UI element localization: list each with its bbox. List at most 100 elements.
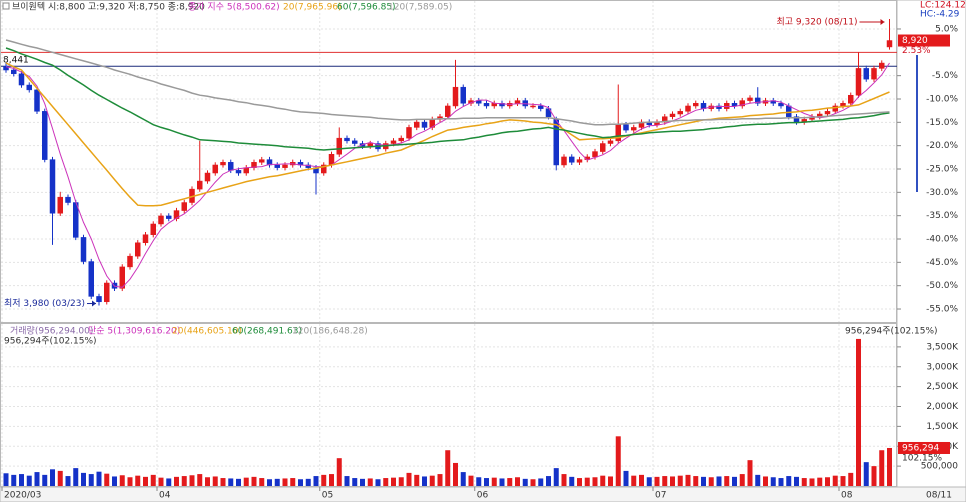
volume-bar [460,472,466,486]
candle-body [3,65,9,71]
annotation-arrowhead [880,19,885,26]
volume-bar [65,476,71,486]
volume-legend-entry: 거래량(956,294.00) [10,325,93,337]
volume-bar [290,478,296,486]
volume-bar [19,474,24,486]
reference-label: 8,441 [3,56,29,66]
volume-bar [778,478,784,486]
volume-bar [429,475,435,486]
candle-body [592,151,598,158]
volume-bar [832,475,838,486]
volume-bar [42,474,48,486]
candle-body [483,103,490,107]
last-volume-label: 956,294 [902,443,939,453]
volume-bar [763,476,768,486]
volume-bar [685,474,691,486]
moving-average-line [5,47,890,151]
candle-body [421,121,428,128]
volume-bar [708,477,714,486]
y-tick-label: 3,500K [926,342,959,352]
volume-bar [468,475,474,486]
x-tick-label: 2020/03 [4,491,41,501]
y-tick-label: 2,000K [926,402,959,412]
candle-body [739,100,745,107]
volume-legend-entry: 20(446,605.10) [172,327,242,337]
last-price-box [898,34,950,47]
volume-bar [166,478,172,486]
y-tick-label: -20.0% [926,141,958,151]
x-axis-band [0,486,966,502]
volume-bar [228,478,234,486]
volume-bar [305,478,311,486]
candle-body [197,180,203,190]
volume-bar [406,472,412,486]
candle-body [607,140,614,144]
volume-bar [801,478,807,486]
volume-bar [515,477,520,486]
volume-bar [577,478,582,486]
volume-bar [34,472,40,486]
volume-bar [569,476,575,486]
volume-bar [623,470,629,486]
candle-body [685,105,691,112]
volume-bar [453,462,458,486]
y-tick-label: -40.0% [926,235,958,245]
candle-body [243,167,249,174]
volume-bar [445,450,451,486]
volume-bar [127,477,133,486]
candle-body [499,103,505,107]
volume-bar [476,477,482,486]
volume-bar [220,478,226,486]
candle-body [135,242,141,257]
candle-body [871,68,877,80]
volume-bar [825,477,830,486]
candle-body [755,97,761,104]
volume-bar [104,473,110,486]
candle-body [104,282,110,303]
candle-body [677,111,683,115]
candle-body [220,162,226,166]
volume-bar [863,462,869,486]
volume-bar [608,476,613,486]
candle-body [824,111,831,115]
volume-bar [174,476,179,486]
volume-bar [251,476,257,486]
annotation: 최고 9,320 (08/11) [776,17,857,28]
volume-bar [499,478,505,486]
volume-bar [631,475,637,486]
volume-bar [491,477,497,486]
y-tick-label: 1,500K [926,422,959,432]
y-tick-label: 2,500K [926,382,959,392]
candle-body [848,94,854,104]
volume-bar [143,476,148,486]
legend-entry: 20(7,965.96) [283,3,342,13]
volume-bar [88,474,94,486]
volume-bar [677,475,683,486]
last-volume-box [898,441,950,454]
volume-bar [716,476,722,486]
candle-body [445,105,451,117]
volume-bar [879,450,885,486]
volume-bar [840,476,846,486]
volume-bar [553,468,559,486]
candle-body [228,162,234,171]
volume-bar [584,477,590,486]
volume-bar [592,477,598,486]
y-tick-label: -10.0% [926,94,958,104]
y-tick-label: -50.0% [926,281,958,291]
volume-bar [856,338,861,486]
x-tick-label: 04 [159,491,171,501]
candle-body [530,105,536,108]
candle-body [522,100,528,107]
volume-bar [724,476,730,486]
y-tick-label: 3,000K [926,362,959,372]
volume-bar [693,476,699,486]
annotation-arrowhead [92,300,96,307]
lc-label: LC:124.12 [920,1,966,11]
volume-bar [422,476,427,486]
candle-body [398,137,404,142]
candle-body [26,84,32,91]
volume-bar [848,472,854,486]
candle-body [452,86,459,107]
candle-body [344,137,350,142]
